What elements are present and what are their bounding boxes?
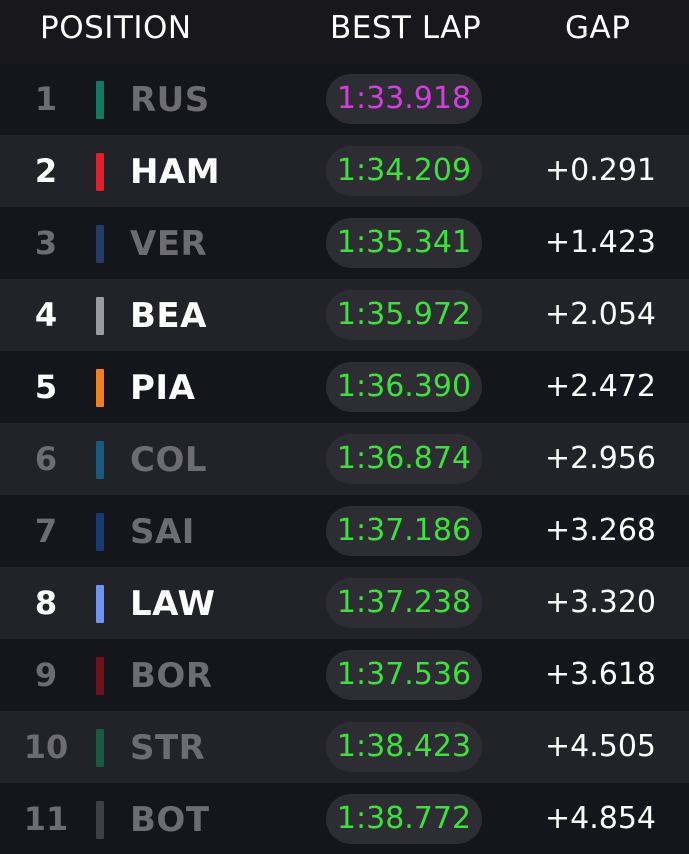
table-row[interactable]: 4 BEA 1:35.972 +2.054 [0,279,689,351]
position-number: 8 [34,584,58,622]
position-number: 10 [23,728,69,766]
driver-code: HAM [130,152,221,192]
best-lap-time: 1:38.423 [336,729,472,764]
table-row[interactable]: 10 STR 1:38.423 +4.505 [0,711,689,783]
driver-code: PIA [130,368,196,408]
best-lap-time: 1:35.341 [336,225,472,260]
team-color-bar [96,225,104,263]
lap-time-pill [326,362,482,412]
gap-value: +4.505 [545,729,657,764]
leaderboard-header: POSITION BEST LAP GAP [0,0,689,63]
best-lap-time: 1:37.238 [336,585,472,620]
team-color-bar [96,297,104,335]
table-row[interactable]: 11 BOT 1:38.772 +4.854 [0,783,689,854]
driver-code: LAW [130,584,216,624]
lap-time-pill [326,146,482,196]
table-row[interactable]: 9 BOR 1:37.536 +3.618 [0,639,689,711]
driver-code: BEA [130,296,207,336]
driver-code: STR [130,728,206,768]
driver-code: RUS [130,80,210,120]
best-lap-time: 1:34.209 [336,153,472,188]
best-lap-time: 1:37.536 [336,657,472,692]
gap-value: +3.320 [545,585,657,620]
best-lap-time: 1:38.772 [336,801,472,836]
gap-value: +4.854 [545,801,657,836]
driver-code: COL [130,440,208,480]
gap-value: +2.956 [545,441,657,476]
team-color-bar [96,585,104,623]
gap-column-header: GAP [565,10,631,46]
position-number: 5 [34,368,58,406]
best-lap-time: 1:37.186 [336,513,472,548]
position-number: 9 [34,656,58,694]
lap-time-pill [326,650,482,700]
driver-code: BOR [130,656,213,696]
gap-value: +3.618 [545,657,657,692]
lap-time-pill [326,506,482,556]
team-color-bar [96,657,104,695]
best-lap-time: 1:36.390 [336,369,472,404]
driver-code: VER [130,224,208,264]
position-number: 7 [34,512,58,550]
gap-value: +2.472 [545,369,657,404]
position-number: 3 [34,224,58,262]
lap-time-pill [326,218,482,268]
lap-time-pill [326,434,482,484]
gap-value: +2.054 [545,297,657,332]
position-number: 11 [23,800,69,838]
gap-value: +0.291 [545,153,657,188]
lap-time-pill [326,74,482,124]
best-lap-time: 1:33.918 [336,81,472,116]
table-row[interactable]: 5 PIA 1:36.390 +2.472 [0,351,689,423]
position-column-header: POSITION [40,10,192,46]
best-lap-column-header: BEST LAP [330,10,482,46]
table-row[interactable]: 3 VER 1:35.341 +1.423 [0,207,689,279]
table-row[interactable]: 1 RUS 1:33.918 [0,63,689,135]
lap-time-pill [326,290,482,340]
gap-value: +1.423 [545,225,657,260]
best-lap-time: 1:36.874 [336,441,472,476]
lap-time-pill [326,578,482,628]
team-color-bar [96,513,104,551]
table-row[interactable]: 6 COL 1:36.874 +2.956 [0,423,689,495]
table-row[interactable]: 2 HAM 1:34.209 +0.291 [0,135,689,207]
team-color-bar [96,81,104,119]
table-row[interactable]: 7 SAI 1:37.186 +3.268 [0,495,689,567]
lap-time-pill [326,794,482,844]
team-color-bar [96,441,104,479]
driver-code: SAI [130,512,195,552]
team-color-bar [96,369,104,407]
position-number: 6 [34,440,58,478]
driver-code: BOT [130,800,210,840]
team-color-bar [96,729,104,767]
lap-time-pill [326,722,482,772]
table-row[interactable]: 8 LAW 1:37.238 +3.320 [0,567,689,639]
position-number: 4 [34,296,58,334]
position-number: 1 [34,80,58,118]
position-number: 2 [34,152,58,190]
best-lap-time: 1:35.972 [336,297,472,332]
team-color-bar [96,153,104,191]
team-color-bar [96,801,104,839]
gap-value: +3.268 [545,513,657,548]
